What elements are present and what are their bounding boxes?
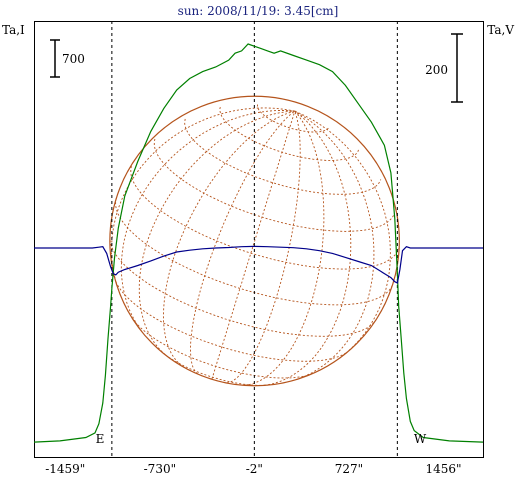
scale-bar-right-label: 200 [425,63,448,77]
x-tick-label: -730" [144,462,176,476]
longitude-line [211,110,296,380]
y-axis-label-left: Ta,I [2,23,25,37]
series-line-stokes-v [34,245,483,284]
longitude-line [190,110,296,375]
chart-title: sun: 2008/11/19: 3.45[cm] [178,4,339,18]
x-tick-label: -1459" [45,462,85,476]
longitude-line [162,110,295,369]
limb-label-west: W [414,432,427,446]
series-group [33,43,484,443]
longitude-line [294,110,391,359]
y-axis-label-right: Ta,V [487,23,514,37]
longitude-line [226,110,301,384]
x-tick-label: -2" [246,462,263,476]
limb-label-east: E [96,432,105,446]
x-tick-labels: -1459" -730" -2" 727" 1456" [45,462,461,476]
latitude-line [184,118,382,195]
longitude-line [240,110,325,386]
longitude-line [294,110,375,381]
longitude-line [260,110,352,387]
longitude-line [138,110,295,358]
scale-bar-right [451,33,463,103]
scale-bar-left-label: 700 [62,52,85,66]
latitude-line [256,104,330,133]
x-tick-label: 727" [335,462,363,476]
scale-bar-left [50,39,60,78]
series-line-stokes-i [33,43,484,443]
plot-frame [34,21,484,458]
longitude-line [120,110,295,333]
x-tick-label: 1456" [426,462,462,476]
limb-guide-lines [111,21,398,457]
solar-disk [109,95,400,387]
latitude-line [115,281,347,362]
